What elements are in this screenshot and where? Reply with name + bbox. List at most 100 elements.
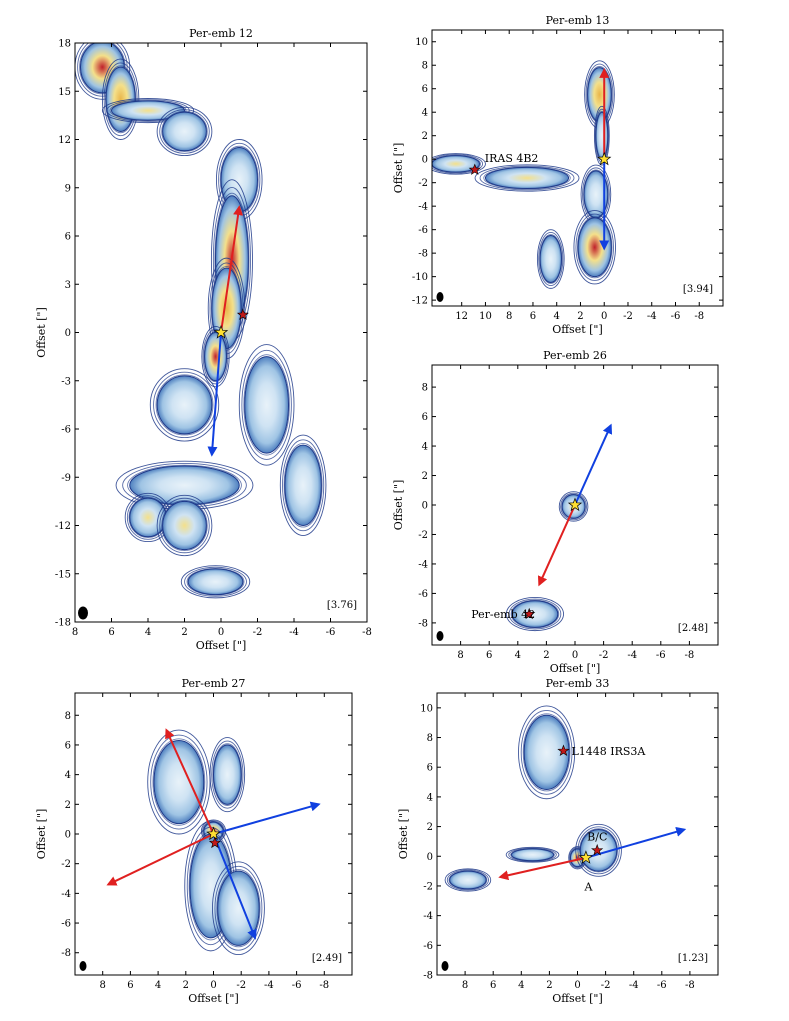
emission-fill	[577, 217, 612, 278]
contour-line	[579, 828, 619, 873]
x-tick-label: 2	[181, 627, 187, 638]
x-axis-label: Offset ["]	[550, 662, 601, 675]
contour-line	[241, 349, 292, 460]
x-tick-label: -6	[326, 627, 336, 638]
source-star-yellow	[213, 324, 229, 339]
contour-line	[432, 153, 486, 175]
contour-line	[155, 374, 214, 436]
y-tick-label: 4	[65, 770, 71, 781]
emission-blob	[149, 368, 220, 442]
noise-annotation: [1.23]	[678, 953, 708, 964]
emission-fill	[187, 568, 244, 596]
x-tick-label: 12	[455, 311, 468, 322]
y-axis-label: Offset ["]	[397, 809, 410, 860]
x-tick-label: 4	[155, 980, 161, 991]
emission-blob	[593, 105, 610, 166]
x-tick-label: -2	[599, 650, 609, 661]
contour-line	[575, 823, 622, 877]
emission-blob	[209, 737, 246, 813]
contour-line	[510, 599, 560, 629]
contour-line	[180, 565, 251, 599]
y-tick-label: 6	[65, 740, 71, 751]
emission-blob	[474, 164, 580, 192]
x-tick-label: 8	[506, 311, 512, 322]
y-axis-label: Offset ["]	[35, 809, 48, 860]
emission-blob	[573, 210, 616, 285]
y-tick-label: -4	[418, 202, 428, 213]
y-tick-label: -8	[418, 249, 428, 260]
contour-line	[211, 740, 244, 809]
plot-area	[432, 60, 616, 289]
panel-title: Per-emb 12	[189, 27, 253, 40]
y-axis-label: Offset ["]	[392, 143, 405, 194]
emission-blob	[101, 98, 195, 124]
x-tick-label: 10	[479, 311, 492, 322]
contour-line	[243, 354, 290, 456]
contour-line	[446, 869, 489, 891]
emission-fill	[539, 235, 562, 284]
y-tick-label: 6	[422, 84, 428, 95]
emission-blob	[444, 868, 492, 892]
source-star-yellow	[206, 826, 221, 841]
y-tick-label: 2	[422, 131, 428, 142]
y-tick-label: 10	[415, 37, 428, 48]
x-tick-label: -6	[657, 980, 667, 991]
contour-line	[505, 597, 565, 632]
x-axis-label: Offset ["]	[552, 323, 603, 336]
y-tick-label: 0	[65, 328, 71, 339]
y-tick-label: -4	[418, 559, 428, 570]
y-tick-label: 9	[65, 183, 71, 194]
beam-ellipse	[78, 606, 88, 620]
redshifted-outflow-arrow	[165, 728, 215, 835]
x-tick-label: 2	[546, 980, 552, 991]
contour-line	[536, 229, 565, 289]
y-tick-label: 12	[58, 135, 71, 146]
x-tick-label: 6	[127, 980, 133, 991]
emission-fill	[449, 870, 487, 890]
y-tick-label: 0	[65, 830, 71, 841]
contour-line	[202, 328, 229, 385]
x-tick-label: -6	[671, 311, 681, 322]
emission-blob	[156, 106, 213, 157]
emission-fill	[510, 848, 555, 862]
x-tick-label: -8	[685, 980, 695, 991]
emission-blob	[536, 229, 565, 289]
plot-frame	[436, 692, 719, 976]
contour-line	[518, 705, 576, 800]
source-star-yellow	[567, 497, 583, 512]
source-label: Per-emb 42	[471, 608, 535, 621]
x-tick-label: 0	[601, 311, 607, 322]
x-tick-label: -8	[685, 650, 695, 661]
emission-fill	[217, 870, 260, 946]
noise-annotation: [3.94]	[683, 284, 713, 295]
x-tick-label: 6	[490, 980, 496, 991]
y-tick-label: 4	[427, 792, 433, 803]
panel-per-emb-27: 8 6 4 2 0 -2 -4 -6 -8 -8 -6 -4 -2 0 2 4 6 8 Per-emb 27 Offs…	[35, 677, 353, 1005]
x-tick-label: 4	[554, 311, 560, 322]
y-tick-label: 6	[422, 412, 428, 423]
source-star-red	[591, 843, 604, 856]
source-star-yellow	[597, 151, 612, 166]
y-tick-label: -4	[61, 889, 71, 900]
emission-fill	[244, 356, 290, 454]
emission-blob	[584, 60, 615, 129]
y-tick-label: 8	[427, 733, 433, 744]
contour-line	[152, 738, 206, 826]
x-tick-label: -4	[629, 980, 639, 991]
y-tick-label: 18	[58, 39, 71, 50]
y-tick-label: 2	[65, 800, 71, 811]
panel-title: Per-emb 27	[182, 677, 246, 690]
contour-line	[508, 847, 557, 862]
emission-blob	[201, 326, 230, 388]
contour-line	[150, 734, 208, 830]
x-axis-label: Offset ["]	[196, 639, 247, 652]
contour-line	[520, 709, 573, 795]
y-tick-label: -8	[61, 948, 71, 959]
y-tick-label: 3	[65, 280, 71, 291]
emission-fill	[213, 744, 242, 805]
panel-per-emb-33: L1448 IRS3A B/C A 8 6 4 2 0 -2 -4 -6 -8 -8 -6 -4 -2 0 2 4 6…	[397, 677, 719, 1005]
contour-line	[538, 232, 564, 287]
panel-per-emb-26: Per-emb 42 8 6 4 2 0 -2 -4 -6 -8 -8 -6 -4 -2 0 2 4 6 8 Per-…	[392, 349, 719, 675]
contour-line	[212, 861, 265, 956]
contour-line	[593, 105, 610, 166]
